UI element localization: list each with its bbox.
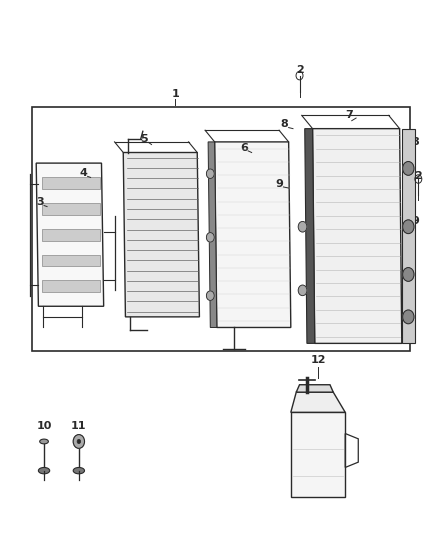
Polygon shape [42, 177, 100, 189]
Polygon shape [305, 128, 315, 343]
Polygon shape [296, 385, 333, 392]
Ellipse shape [40, 439, 48, 444]
Circle shape [403, 268, 414, 281]
Text: 8: 8 [412, 137, 420, 147]
Polygon shape [402, 128, 415, 343]
Polygon shape [313, 128, 402, 343]
Text: 2: 2 [296, 66, 304, 75]
Polygon shape [42, 229, 100, 240]
Polygon shape [208, 142, 217, 327]
Text: 3: 3 [36, 197, 43, 207]
Text: 5: 5 [140, 134, 148, 144]
Text: 11: 11 [71, 421, 87, 431]
Circle shape [206, 291, 214, 301]
Polygon shape [42, 280, 100, 292]
Polygon shape [42, 203, 100, 215]
Text: 9: 9 [275, 179, 283, 189]
Circle shape [298, 285, 307, 296]
Circle shape [403, 220, 414, 233]
Text: 10: 10 [36, 421, 52, 431]
Circle shape [403, 161, 414, 175]
Text: 4: 4 [79, 168, 87, 178]
Polygon shape [123, 152, 199, 317]
Text: 1: 1 [172, 89, 179, 99]
Bar [32, 108, 410, 351]
Circle shape [206, 232, 214, 242]
Text: 7: 7 [346, 110, 353, 120]
Circle shape [206, 169, 214, 179]
Circle shape [403, 310, 414, 324]
Text: 6: 6 [240, 143, 248, 153]
Ellipse shape [39, 467, 49, 474]
Ellipse shape [73, 467, 85, 474]
Polygon shape [291, 413, 345, 497]
Polygon shape [42, 255, 100, 266]
Circle shape [73, 434, 85, 448]
Text: 2: 2 [414, 172, 422, 181]
Text: 12: 12 [310, 356, 326, 365]
Circle shape [77, 439, 81, 443]
Polygon shape [215, 142, 291, 327]
Polygon shape [291, 392, 345, 413]
Text: 9: 9 [412, 216, 420, 227]
Polygon shape [36, 163, 104, 306]
Circle shape [298, 221, 307, 232]
Text: 8: 8 [280, 119, 288, 130]
